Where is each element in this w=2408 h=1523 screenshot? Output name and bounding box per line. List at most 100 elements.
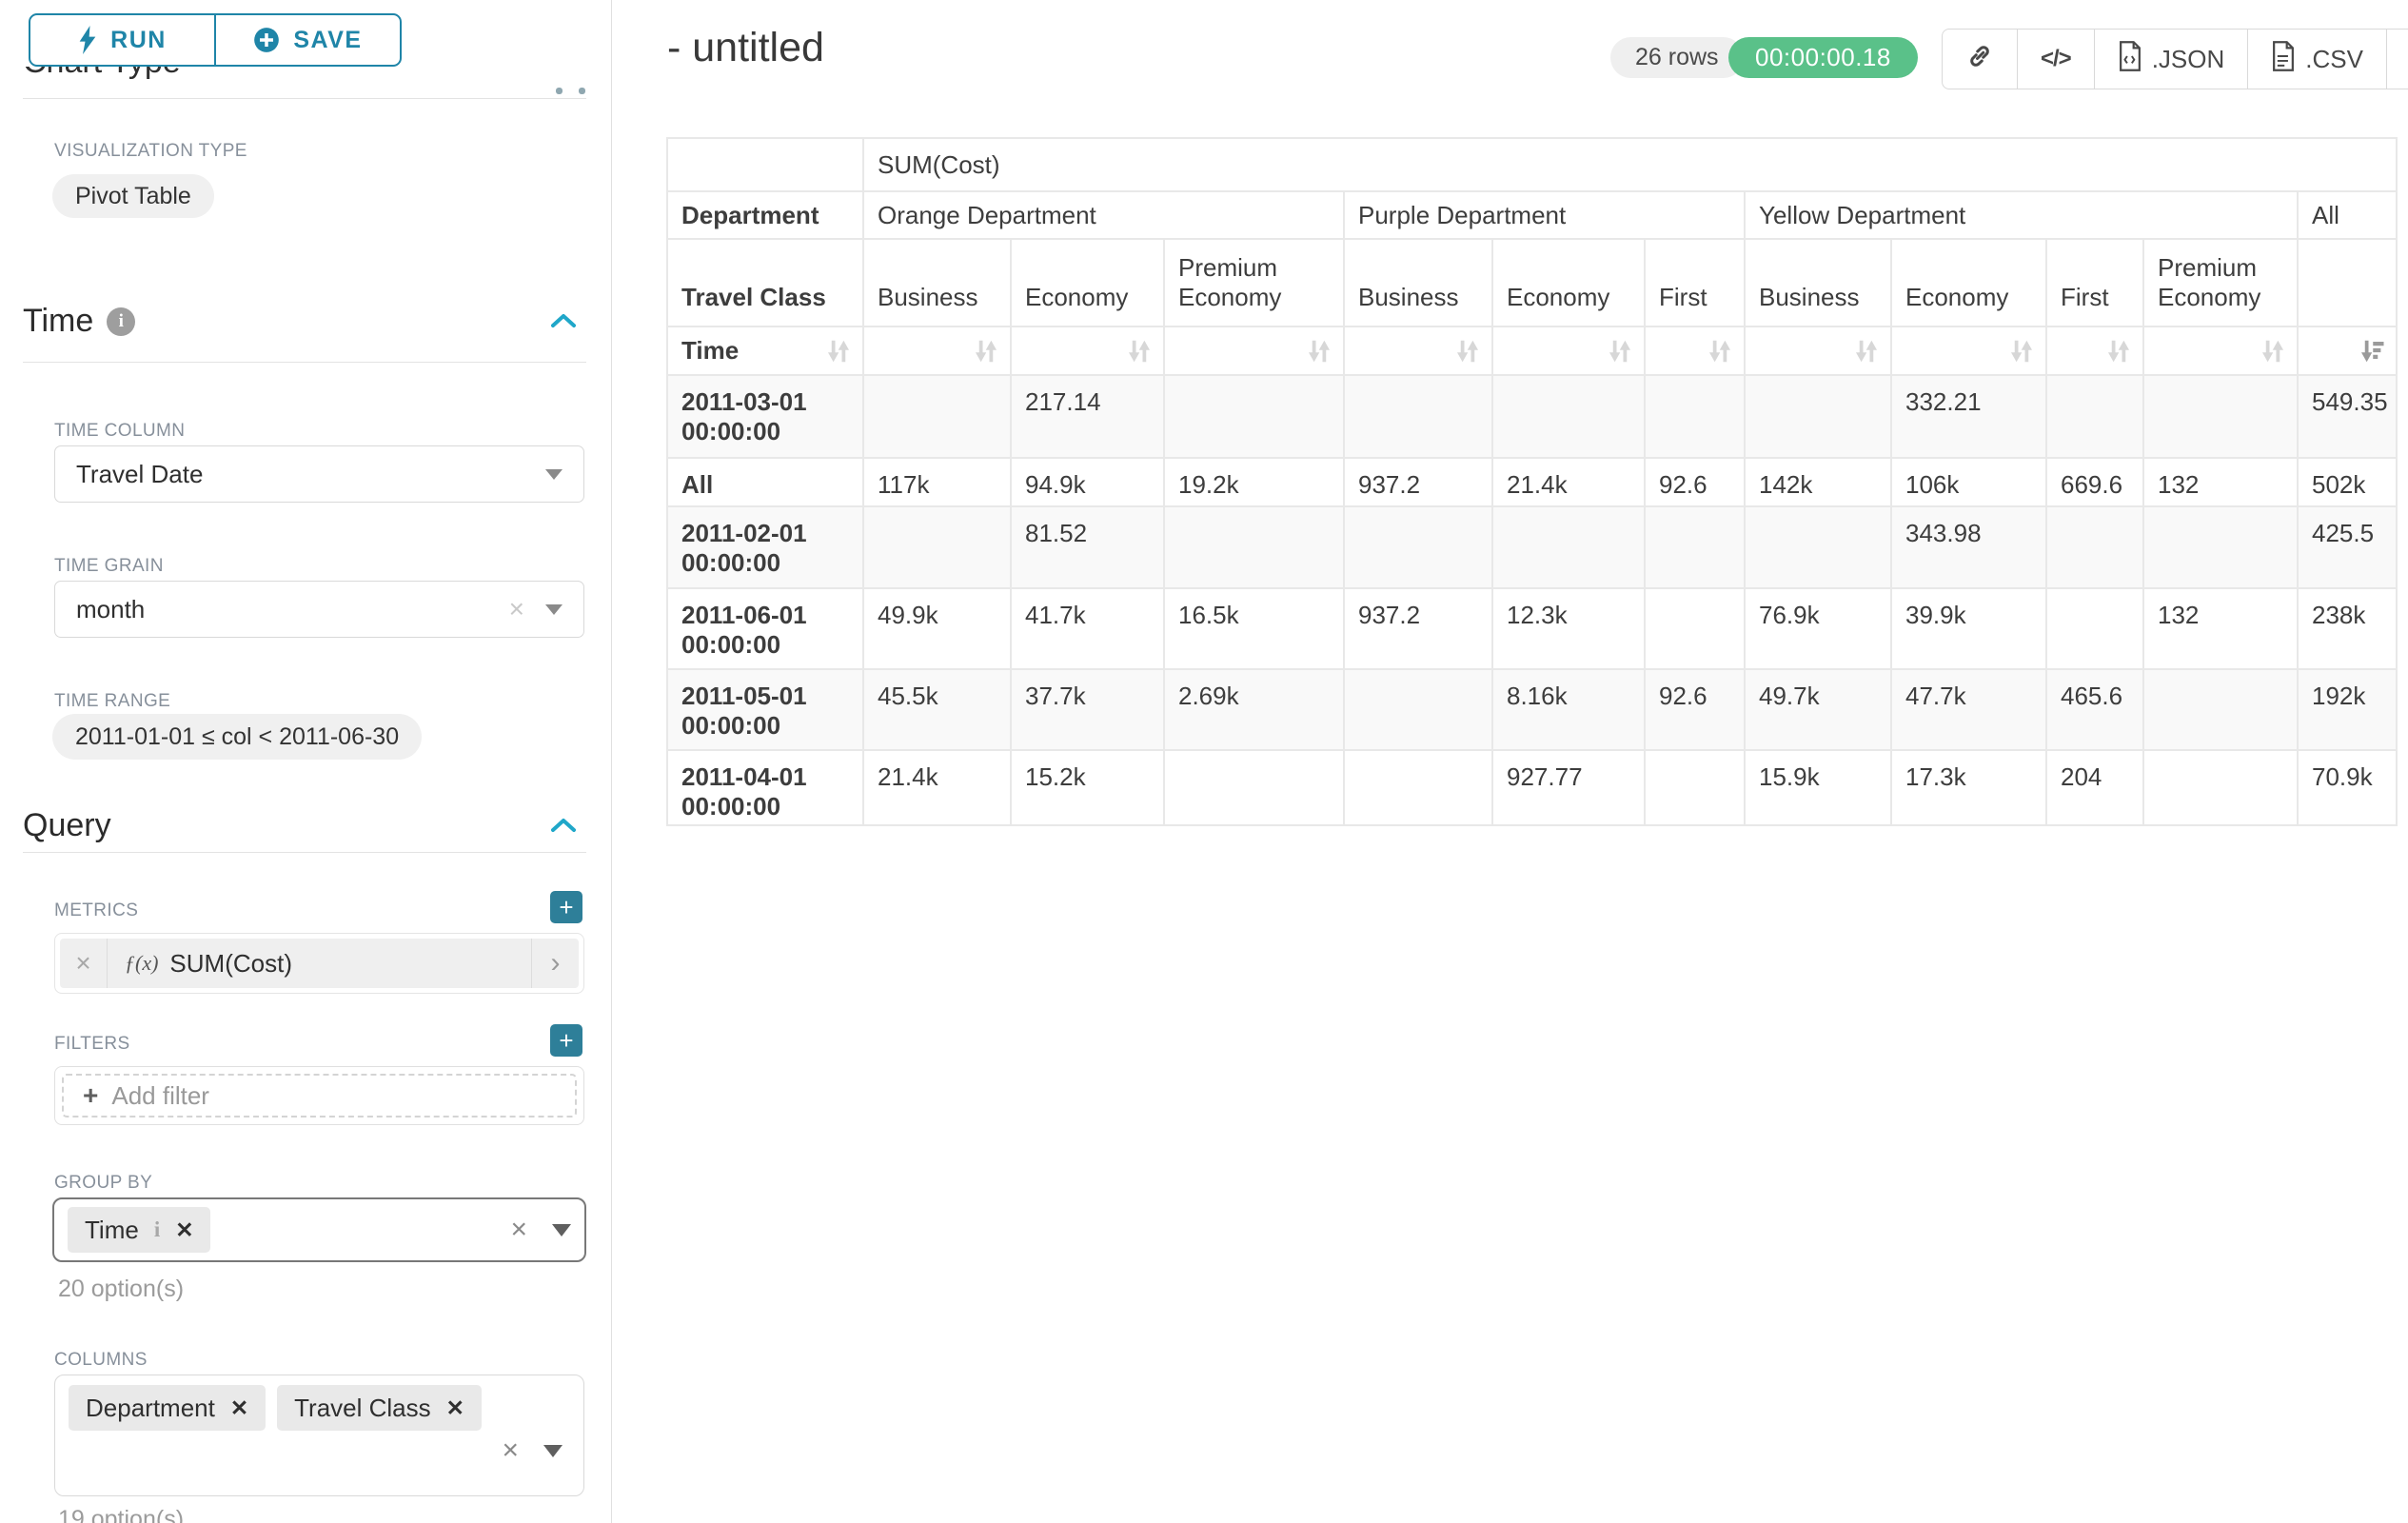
bolt-icon (78, 26, 97, 54)
export-csv-button[interactable]: .CSV (2247, 30, 2386, 89)
pivot-sort-cell (1745, 326, 1891, 375)
pivot-value-cell: 937.2 (1344, 458, 1492, 506)
metric-pill[interactable]: × ƒ(x) SUM(Cost) › (60, 939, 579, 988)
share-link-button[interactable] (1943, 30, 2017, 89)
pivot-value-cell: 465.6 (2046, 669, 2143, 750)
add-filter-plus-button[interactable]: + (550, 1024, 582, 1057)
link-icon (1965, 42, 1994, 77)
pivot-value-cell (1344, 750, 1492, 825)
caret-down-icon[interactable] (552, 1224, 571, 1236)
caret-down-icon[interactable] (543, 1445, 563, 1457)
view-query-button[interactable]: </> (2017, 30, 2094, 89)
sort-icon[interactable] (1606, 337, 1634, 366)
pivot-col-header: Economy (1011, 239, 1164, 326)
time-range-pill[interactable]: 2011-01-01 ≤ col < 2011-06-30 (52, 714, 422, 760)
pivot-value-cell (2046, 506, 2143, 588)
chart-title[interactable]: - untitled (667, 25, 824, 71)
time-grain-label: TIME GRAIN (54, 556, 164, 577)
pivot-group-header: Purple Department (1344, 191, 1745, 239)
pivot-row-label: 2011-04-01 00:00:00 (667, 750, 863, 825)
pivot-value-cell: 217.14 (1011, 375, 1164, 458)
sort-icon[interactable] (2007, 337, 2036, 366)
filters-container: + Add filter (54, 1066, 584, 1125)
remove-metric-icon[interactable]: × (60, 939, 108, 988)
columns-tag-label: Department (86, 1394, 215, 1423)
pivot-value-cell: 76.9k (1745, 588, 1891, 669)
pivot-time-dim-label: Time (667, 326, 863, 375)
chevron-up-icon[interactable] (550, 817, 577, 839)
pivot-sort-cell (2298, 326, 2397, 375)
info-icon[interactable]: i (107, 307, 135, 336)
clear-icon[interactable]: × (510, 1214, 527, 1246)
pivot-value-cell (1492, 506, 1645, 588)
pivot-sort-cell (1492, 326, 1645, 375)
remove-tag-icon[interactable]: ✕ (446, 1395, 464, 1421)
sort-icon[interactable] (1706, 337, 1734, 366)
remove-tag-icon[interactable]: ✕ (175, 1217, 193, 1243)
sort-icon[interactable] (972, 337, 1000, 366)
pivot-dept-dim-label: Department (667, 191, 863, 239)
pivot-value-cell: 92.6 (1645, 458, 1745, 506)
time-range-label: TIME RANGE (54, 691, 170, 712)
pivot-sort-cell (1164, 326, 1344, 375)
pivot-value-cell (2143, 375, 2298, 458)
pivot-value-cell: 92.6 (1645, 669, 1745, 750)
table-row: 2011-04-01 00:00:0021.4k15.2k927.7715.9k… (667, 750, 2397, 825)
columns-tags: Department✕Travel Class✕ (69, 1404, 493, 1420)
function-icon: ƒ(x) (125, 951, 158, 976)
pivot-sort-cell (1344, 326, 1492, 375)
table-row: 2011-05-01 00:00:0045.5k37.7k2.69k8.16k9… (667, 669, 2397, 750)
sort-desc-icon[interactable] (2358, 337, 2386, 366)
chevron-up-icon[interactable] (550, 312, 577, 334)
clear-icon[interactable]: × (509, 594, 524, 624)
pivot-value-cell (1645, 375, 1745, 458)
sort-icon[interactable] (1852, 337, 1881, 366)
save-button[interactable]: SAVE (214, 15, 400, 65)
pivot-value-cell: 8.16k (1492, 669, 1645, 750)
info-icon[interactable]: i (154, 1217, 160, 1242)
export-json-button[interactable]: .JSON (2094, 30, 2248, 89)
pivot-value-cell: 502k (2298, 458, 2397, 506)
add-filter-label: Add filter (111, 1081, 209, 1111)
sort-icon[interactable] (2259, 337, 2287, 366)
pivot-value-cell: 39.9k (1891, 588, 2046, 669)
add-filter-dropzone[interactable]: + Add filter (62, 1074, 577, 1118)
remove-tag-icon[interactable]: ✕ (230, 1395, 248, 1421)
add-metric-button[interactable]: + (550, 891, 582, 923)
pivot-value-cell (1164, 375, 1344, 458)
sort-icon[interactable] (1305, 337, 1333, 366)
caret-right-icon[interactable]: › (531, 939, 579, 988)
sort-icon[interactable] (2104, 337, 2133, 366)
pivot-class-dim-label: Travel Class (667, 239, 863, 326)
columns-options-count: 19 option(s) (58, 1506, 184, 1523)
pivot-value-cell: 94.9k (1011, 458, 1164, 506)
json-file-icon (2118, 41, 2142, 78)
pivot-value-cell: 132 (2143, 458, 2298, 506)
time-grain-select[interactable]: month × (54, 581, 584, 638)
pivot-value-cell: 238k (2298, 588, 2397, 669)
time-column-label: TIME COLUMN (54, 421, 185, 442)
pivot-value-cell (1344, 506, 1492, 588)
section-divider (23, 362, 586, 363)
metrics-container: × ƒ(x) SUM(Cost) › (54, 933, 584, 994)
clear-icon[interactable]: × (502, 1434, 519, 1467)
pivot-row-label: 2011-02-01 00:00:00 (667, 506, 863, 588)
pivot-value-cell (2046, 375, 2143, 458)
sort-icon[interactable] (1125, 337, 1154, 366)
table-row: 2011-03-01 00:00:00217.14332.21549.35 (667, 375, 2397, 458)
sort-icon[interactable] (824, 337, 853, 366)
time-column-select[interactable]: Travel Date (54, 445, 584, 503)
pivot-col-header: First (1645, 239, 1745, 326)
sort-icon[interactable] (1453, 337, 1482, 366)
caret-down-icon (545, 469, 563, 480)
group-by-select[interactable]: Time i ✕ × (52, 1197, 586, 1262)
run-button[interactable]: RUN (30, 15, 214, 65)
pivot-value-cell: 117k (863, 458, 1011, 506)
visualization-type-pill[interactable]: Pivot Table (52, 174, 214, 218)
table-row: All117k94.9k19.2k937.221.4k92.6142k106k6… (667, 458, 2397, 506)
pivot-value-cell (1745, 506, 1891, 588)
superset-explore-page: Chart Type RUN SAVE VISUALIZATION TYPE P… (0, 0, 2408, 1523)
pivot-col-header: Economy (1891, 239, 2046, 326)
columns-select[interactable]: Department✕Travel Class✕ × (54, 1375, 584, 1496)
menu-button[interactable] (2386, 30, 2408, 89)
